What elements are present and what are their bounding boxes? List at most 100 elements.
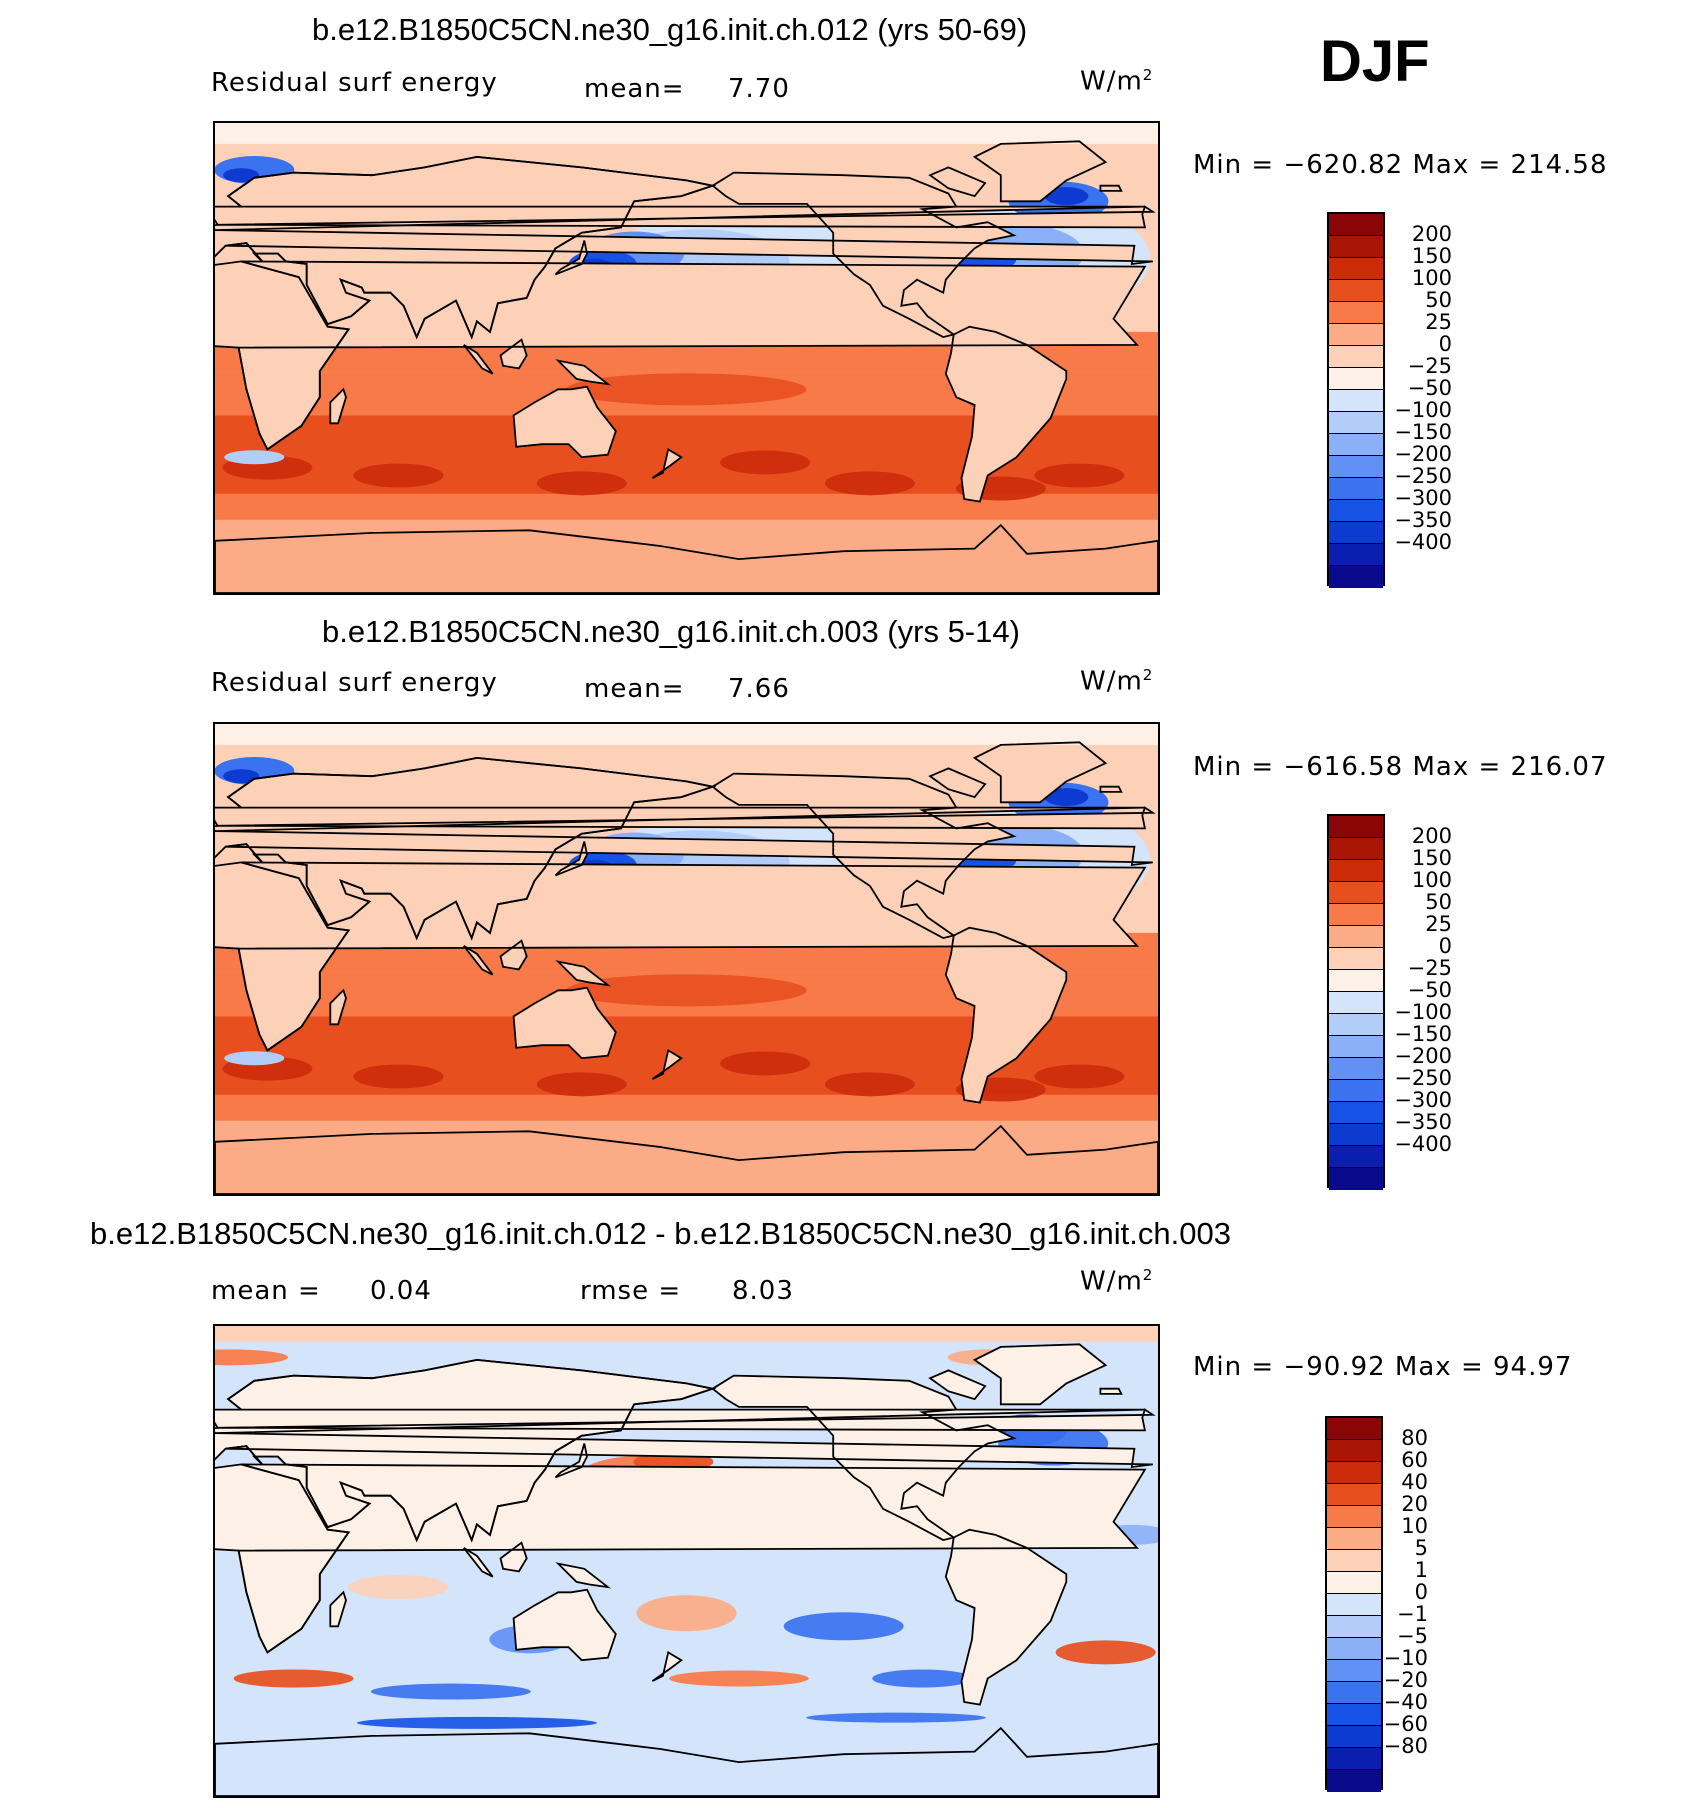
colorbar-box <box>1327 1484 1381 1506</box>
greenland-land <box>974 141 1106 202</box>
colorbar-box <box>1327 1726 1381 1748</box>
colorbar-box <box>1329 1014 1383 1036</box>
southamerica-coastline <box>944 1528 1068 1706</box>
africa-coastline-wrap <box>215 861 351 1052</box>
panel-2-title: b.e12.B1850C5CN.ne30_g16.init.ch.003 (yr… <box>322 614 1020 649</box>
colorbar-tick-label: −100 <box>1394 1000 1452 1024</box>
nz-coastline <box>651 447 683 479</box>
warm-patch <box>720 1051 811 1076</box>
colorbar-box <box>1327 1616 1381 1638</box>
colorbar-tick-label: −400 <box>1394 1132 1452 1156</box>
coastlines <box>215 741 1158 1194</box>
colorbar-box <box>1327 1638 1381 1660</box>
madagascar-coastline <box>329 1590 347 1628</box>
colorbar-box <box>1329 324 1383 346</box>
colorbar-box <box>1329 280 1383 302</box>
colorbar-box <box>1327 1748 1381 1770</box>
colorbar-tick-label: 0 <box>1438 332 1452 356</box>
colorbar-tick-label: −5 <box>1397 1624 1428 1648</box>
arctic-cap <box>215 724 1158 745</box>
colorbar-tick-label: −25 <box>1407 956 1452 980</box>
colorbar-box <box>1329 838 1383 860</box>
uk-coastline <box>217 205 1156 229</box>
colorbar-box <box>1327 1770 1381 1792</box>
colorbar-tick-label: 200 <box>1411 824 1452 848</box>
southamerica-land <box>945 927 1067 1103</box>
colorbar-box <box>1329 544 1383 566</box>
land-fill <box>215 1344 1153 1705</box>
colorbar-tick-label: −250 <box>1394 1066 1452 1090</box>
panel-2-minmax: Min = −616.58 Max = 216.07 <box>1193 752 1608 782</box>
australia-land <box>513 987 616 1059</box>
colorbar-box <box>1329 478 1383 500</box>
southamerica-coastline <box>944 325 1068 503</box>
colorbar-tick-label: 50 <box>1425 288 1452 312</box>
south-pacific-cool <box>783 1612 904 1641</box>
northamerica-coastline <box>711 772 1017 940</box>
africa-land-wrap <box>215 862 349 1051</box>
arctic-warm <box>215 1349 289 1366</box>
south-pacific-warm <box>566 373 807 406</box>
panel-3-title: b.e12.B1850C5CN.ne30_g16.init.ch.012 - b… <box>90 1216 1231 1251</box>
warm-patch <box>536 1072 627 1097</box>
colorbar-box <box>1329 434 1383 456</box>
southern-ocean-cool-2 <box>806 1712 987 1723</box>
southern-ocean-cool <box>356 1716 597 1729</box>
colorbar-tick-label: 1 <box>1414 1558 1428 1582</box>
colorbar-box <box>1329 522 1383 544</box>
colorbar-tick-label: −60 <box>1383 1712 1428 1736</box>
agulhas-warm <box>233 1669 354 1688</box>
colorbar-tick-label: −150 <box>1394 420 1452 444</box>
colorbar-tick-label: 80 <box>1401 1426 1428 1450</box>
warm-patch <box>720 450 811 475</box>
newguinea-coastline <box>555 960 612 987</box>
northamerica-land <box>712 172 1014 338</box>
colorbar-tick-label: 150 <box>1411 244 1452 268</box>
southamerica-land <box>945 1529 1067 1705</box>
warm-patch <box>1034 1064 1125 1089</box>
warm-patch <box>353 463 444 488</box>
colorbar-box <box>1329 368 1383 390</box>
australia-land <box>513 1589 616 1661</box>
nz-coastline <box>651 1048 683 1080</box>
arctic-cap <box>215 123 1158 144</box>
colorbar-box <box>1327 1418 1381 1440</box>
colorbar-box <box>1327 1440 1381 1462</box>
panel-3-rmse-value: 8.03 <box>732 1276 794 1306</box>
northamerica-land <box>712 1375 1014 1541</box>
newguinea-land <box>558 360 608 385</box>
sumatra-coastline <box>463 1547 494 1578</box>
africa-coastline-wrap <box>215 260 351 451</box>
panel-2-mean-label: mean= <box>584 674 685 704</box>
colorbar-box <box>1329 258 1383 280</box>
indian-warm <box>348 1575 449 1600</box>
nz-land <box>652 1050 682 1080</box>
africa-land-wrap <box>215 261 349 450</box>
colorbar-box <box>1329 1168 1383 1190</box>
colorbar-box <box>1329 970 1383 992</box>
coastlines <box>215 140 1158 593</box>
colorbar-box <box>1329 1036 1383 1058</box>
colorbar-tick-label: 200 <box>1411 222 1452 246</box>
australia-land <box>513 386 616 458</box>
japan-coastline <box>554 841 588 877</box>
colorbar-tick-label: −400 <box>1394 530 1452 554</box>
colorbar-tick-label: 0 <box>1438 934 1452 958</box>
antarctica-coastline <box>215 1726 1158 1796</box>
south-atlantic-warm <box>1055 1640 1156 1665</box>
colorbar-box <box>1329 302 1383 324</box>
antarctica-coastline <box>215 523 1158 593</box>
panel-3-units: W/m2 <box>1080 1266 1154 1297</box>
madagascar-land <box>330 1592 346 1627</box>
colorbar-tick-label: 20 <box>1401 1492 1428 1516</box>
southamerica-land <box>945 326 1067 502</box>
iceland-coastline <box>1099 184 1123 192</box>
arctic-cap <box>215 1326 1158 1342</box>
colorbar-box <box>1329 566 1383 588</box>
land-fill <box>215 742 1153 1103</box>
colorbar-box <box>1329 1058 1383 1080</box>
newguinea-land <box>558 1563 608 1588</box>
colorbar-tick-label: −50 <box>1407 978 1452 1002</box>
colorbar-box <box>1327 1704 1381 1726</box>
colorbar-box <box>1327 1550 1381 1572</box>
